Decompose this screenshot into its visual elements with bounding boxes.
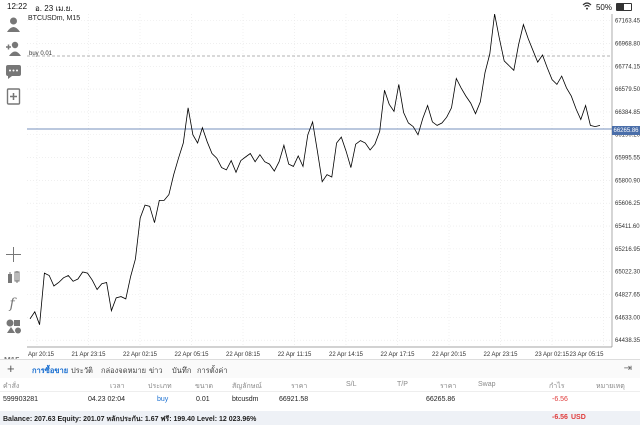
x-tick-label: 22 Apr 08:15 <box>226 352 261 358</box>
header-price: ราคา <box>440 383 457 390</box>
order-volume: 0.01 <box>196 396 210 403</box>
tab-mailbox[interactable]: กล่องจดหมาย <box>101 366 147 375</box>
order-open-price: 66921.58 <box>279 396 309 403</box>
header-type: ประเภท <box>148 383 172 390</box>
x-tick-label: 22 Apr 05:15 <box>174 352 209 358</box>
order-line-label: buy 0.01 <box>29 51 53 57</box>
y-tick-label: 64827.65 <box>615 293 640 299</box>
person-icon[interactable] <box>5 16 22 33</box>
balance-bar: Balance: 207.63 Equity: 201.07 หลักประกั… <box>0 411 640 425</box>
y-tick-label: 66579.50 <box>615 87 640 93</box>
x-tick-label: 21 Apr 20:15 <box>27 352 55 358</box>
tab-news[interactable]: ข่าว <box>149 366 163 375</box>
y-tick-label: 65022.30 <box>615 270 640 276</box>
indicators-icon[interactable] <box>5 270 22 287</box>
y-tick-label: 66774.15 <box>615 64 640 70</box>
crosshair-icon[interactable] <box>5 246 22 263</box>
y-tick-label: 65995.55 <box>615 156 640 162</box>
order-profit: -6.56 <box>552 396 568 403</box>
header-profit: กำไร <box>549 383 565 390</box>
y-tick-label: 65800.90 <box>615 178 640 184</box>
header-volume: ขนาด <box>195 383 214 390</box>
add-icon[interactable]: + <box>7 361 15 376</box>
positions-header: คำสั่ง เวลา ประเภท ขนาด สัญลักษณ์ ราคา S… <box>0 378 640 392</box>
account-currency: USD <box>571 414 586 421</box>
tab-journal[interactable]: บันทึก <box>172 366 192 375</box>
header-sl: S/L <box>346 381 357 388</box>
function-icon[interactable]: f <box>5 294 22 311</box>
price-series-line <box>29 14 601 325</box>
svg-text:f: f <box>9 296 18 311</box>
header-swap: Swap <box>478 381 496 388</box>
order-type: buy <box>157 396 169 403</box>
header-order: คำสั่ง <box>3 383 20 390</box>
order-symbol: btcusdm <box>232 396 259 403</box>
x-tick-label: 23 Apr 02:15 <box>535 352 570 358</box>
add-person-icon[interactable] <box>5 40 22 57</box>
y-tick-label: 66190.20 <box>615 133 640 139</box>
chart-area <box>27 14 612 347</box>
y-tick-label: 65606.25 <box>615 201 640 207</box>
position-row[interactable]: 599903281 04.23 02:04 buy 0.01 btcusdm 6… <box>0 393 640 411</box>
header-open-price: ราคา <box>291 383 308 390</box>
header-comment: หมายเหตุ <box>596 383 625 390</box>
x-tick-label: 21 Apr 23:15 <box>71 352 106 358</box>
y-tick-label: 64633.00 <box>615 315 640 321</box>
account-summary: Balance: 207.63 Equity: 201.07 หลักประกั… <box>3 416 257 423</box>
order-time: 04.23 02:04 <box>88 396 125 403</box>
status-date: อ. 23 เม.ย. <box>35 4 73 13</box>
y-tick-label: 66384.85 <box>615 110 640 116</box>
header-symbol: สัญลักษณ์ <box>232 383 262 390</box>
tab-history[interactable]: ประวัติ <box>71 366 93 375</box>
x-tick-label: 22 Apr 11:15 <box>278 352 312 358</box>
price-chart[interactable]: 67163.45 66968.80 66774.15 66579.50 66384.85… <box>27 14 640 359</box>
tab-trade[interactable]: การซื้อขาย <box>32 366 69 375</box>
x-tick-label: 22 Apr 20:15 <box>432 352 467 358</box>
x-tick-label: 22 Apr 02:15 <box>123 352 158 358</box>
status-time: 12:22 <box>7 2 28 11</box>
order-current-price: 66265.86 <box>426 396 456 403</box>
status-indicators: 50% <box>582 2 632 12</box>
x-tick-label: 23 Apr 05:15 <box>569 352 604 358</box>
x-tick-label: 22 Apr 14:15 <box>329 352 364 358</box>
order-id: 599903281 <box>3 396 39 403</box>
current-price-tag: 66265.86 <box>612 126 640 135</box>
header-time: เวลา <box>110 383 125 390</box>
y-tick-label: 67163.45 <box>615 19 640 25</box>
status-bar: 12:22 อ. 23 เม.ย. 50% <box>0 0 640 14</box>
battery-icon <box>616 3 632 11</box>
new-order-icon[interactable] <box>5 88 22 105</box>
x-tick-label: 22 Apr 23:15 <box>483 352 518 358</box>
symbol-label: BTCUSDm, M15 <box>28 15 81 22</box>
left-toolbar: f M15 <box>0 14 27 365</box>
wifi-icon <box>582 2 592 12</box>
objects-icon[interactable] <box>5 318 22 335</box>
terminal-tabs: + การซื้อขาย ประวัติ กล่องจดหมาย ข่าว บั… <box>0 359 640 378</box>
battery-percent: 50% <box>595 2 612 12</box>
tab-settings[interactable]: การตั้งค่า <box>197 366 228 375</box>
exit-icon[interactable]: ⇥ <box>623 363 632 374</box>
y-tick-label: 64438.35 <box>615 338 640 344</box>
header-tp: T/P <box>397 381 408 388</box>
total-profit: -6.56 <box>552 414 568 421</box>
y-tick-label: 65216.95 <box>615 247 640 253</box>
chat-icon[interactable] <box>5 64 22 81</box>
y-tick-label: 66968.80 <box>615 41 640 47</box>
y-tick-label: 65411.60 <box>615 224 640 230</box>
x-tick-label: 22 Apr 17:15 <box>380 352 415 358</box>
